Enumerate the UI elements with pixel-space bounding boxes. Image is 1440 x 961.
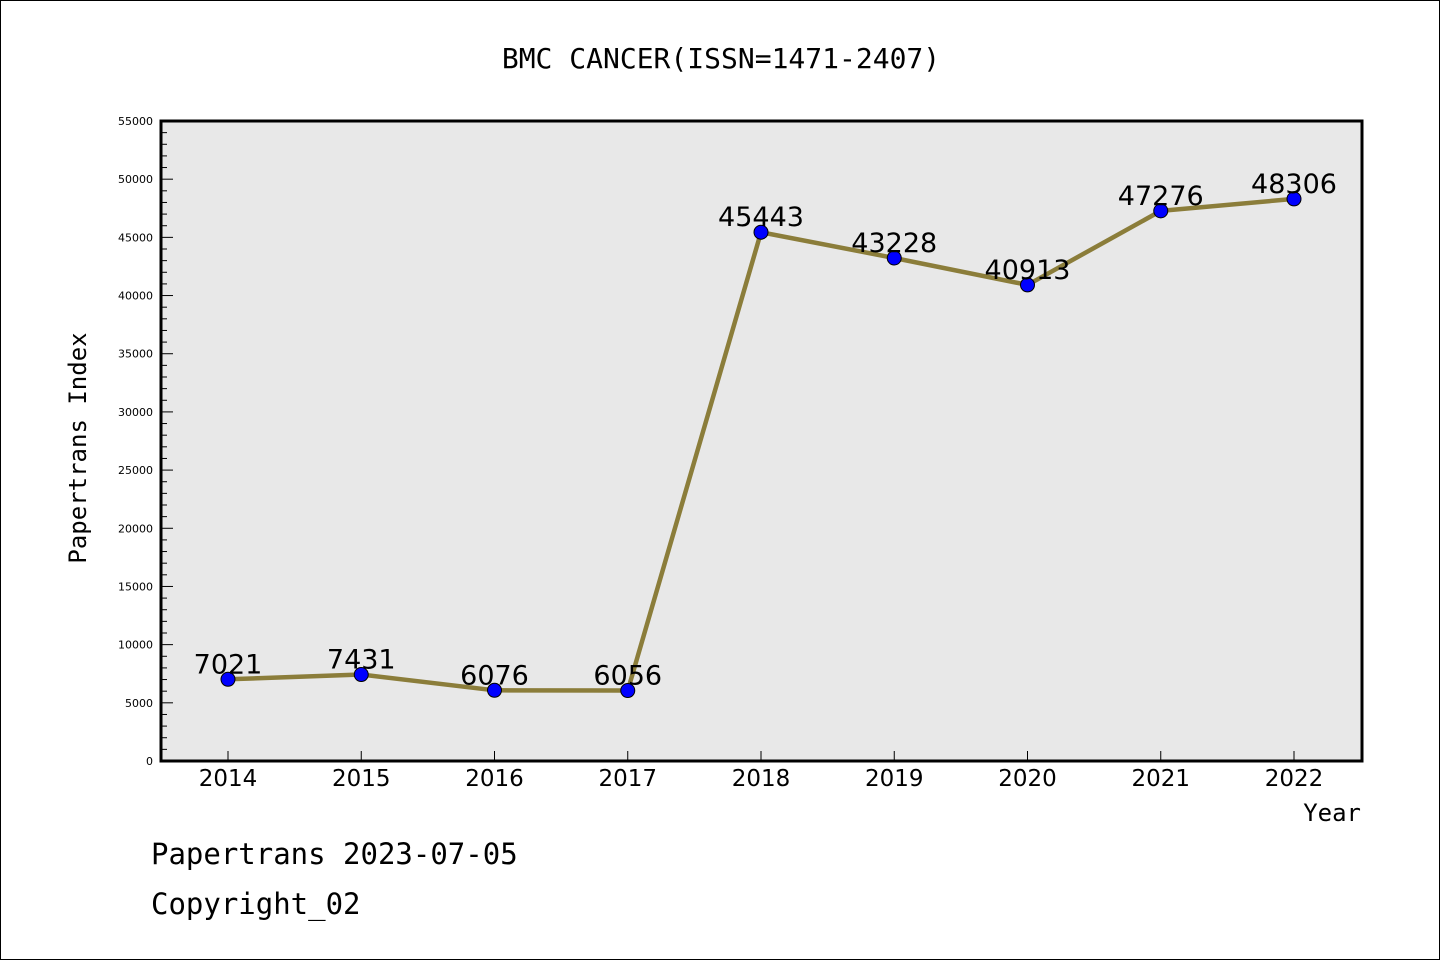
data-labels: 7021 7431 6076 6056 45443 43228 40913 47276 4830…	[194, 169, 1337, 692]
y-tick-label: 40000	[118, 290, 153, 303]
data-point	[220, 671, 236, 687]
data-point	[886, 250, 902, 266]
y-axis-label: Papertrans Index	[64, 332, 92, 563]
data-point	[1153, 203, 1169, 219]
y-tick-label: 5000	[125, 697, 153, 710]
y-tick-label: 15000	[118, 580, 153, 593]
data-label: 6076	[460, 660, 529, 691]
y-tick-label: 45000	[118, 231, 153, 244]
x-tick-label: 2019	[865, 766, 924, 792]
x-tick-label: 2017	[598, 766, 657, 792]
data-label: 6056	[593, 661, 662, 692]
x-tick-label: 2016	[465, 766, 524, 792]
data-label: 45443	[718, 202, 804, 233]
data-label: 7021	[194, 649, 263, 680]
data-point	[753, 224, 769, 240]
data-point	[1020, 277, 1035, 293]
data-point	[620, 683, 636, 699]
y-tick-label: 55000	[118, 115, 153, 128]
series-markers	[220, 191, 1302, 699]
data-label: 7431	[327, 645, 396, 676]
y-tick-label: 25000	[118, 464, 153, 477]
x-tick-label: 2014	[199, 766, 258, 792]
x-tick-label: 2021	[1131, 766, 1190, 792]
data-point	[353, 667, 369, 683]
y-tick-label: 50000	[118, 173, 153, 186]
data-point	[1286, 191, 1302, 207]
data-label: 43228	[851, 228, 937, 259]
y-tick-label: 35000	[118, 348, 153, 361]
plot-border	[159, 119, 1364, 763]
chart-title: BMC CANCER(ISSN=1471-2407)	[502, 42, 940, 75]
y-axis-ticks: 0 5000 10000 15000 20000 25000 30000 35000 40000…	[118, 115, 173, 768]
data-label: 48306	[1251, 169, 1337, 200]
y-tick-label: 10000	[118, 639, 153, 652]
y-tick-label: 20000	[118, 522, 153, 535]
x-axis-ticks: 2014 2015 2016 2017 2018 2019 2020 2021 2022	[199, 751, 1324, 792]
footer-copyright-line: Copyright_02	[151, 887, 361, 921]
x-tick-label: 2015	[332, 766, 391, 792]
x-tick-label: 2020	[998, 766, 1057, 792]
y-tick-label: 0	[146, 755, 153, 768]
y-tick-label: 30000	[118, 406, 153, 419]
data-label: 47276	[1118, 181, 1204, 212]
x-axis-label: Year	[1303, 799, 1361, 827]
footer-date-line: Papertrans 2023-07-05	[151, 837, 518, 871]
x-tick-label: 2022	[1265, 766, 1324, 792]
data-label: 40913	[985, 255, 1071, 286]
data-point	[487, 682, 502, 698]
x-tick-label: 2018	[732, 766, 791, 792]
